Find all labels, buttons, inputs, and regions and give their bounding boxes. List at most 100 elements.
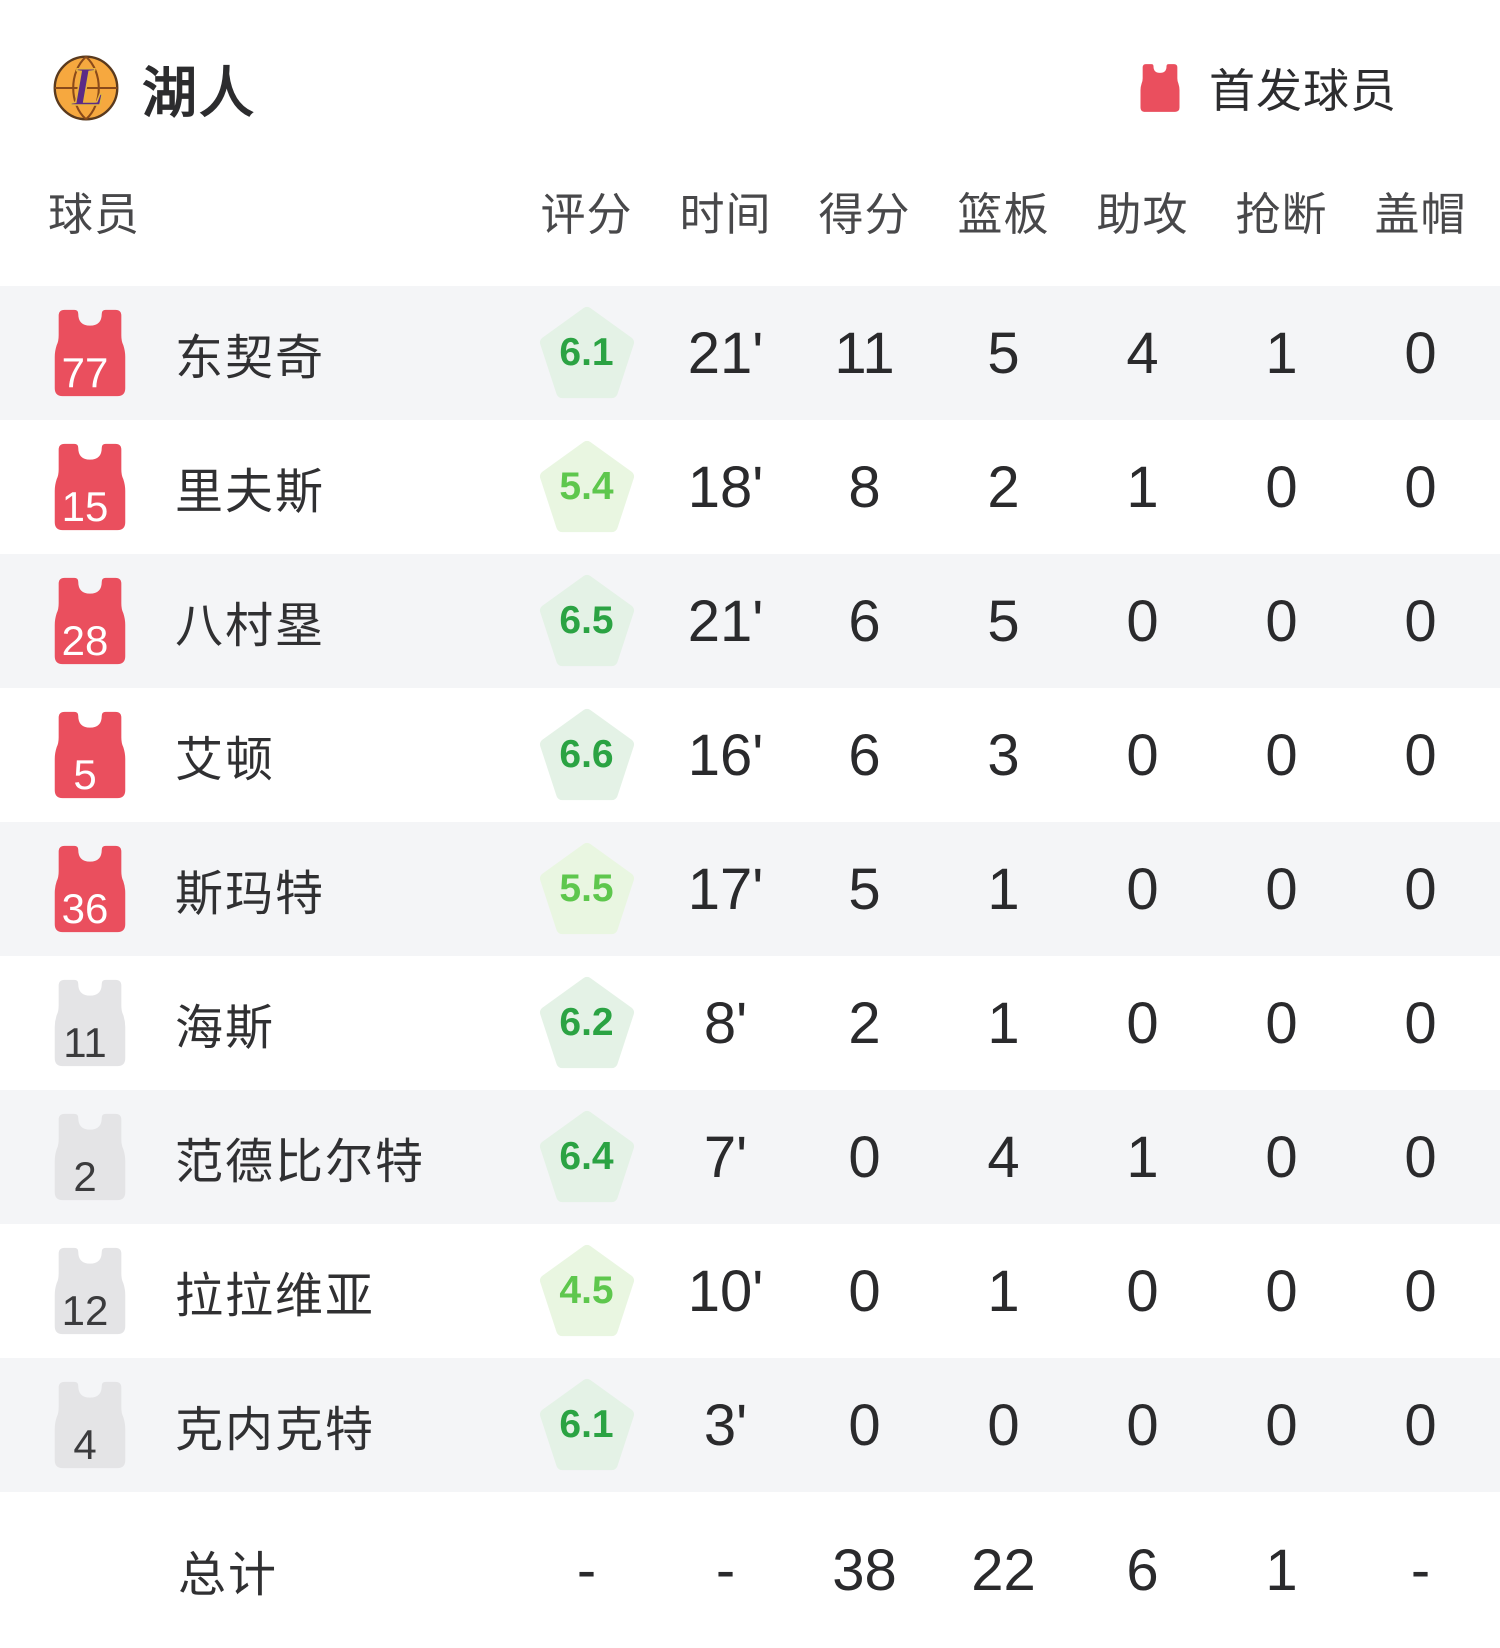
player-row[interactable]: 11 海斯 6.2 8' 2 1 0 0 0	[0, 956, 1500, 1090]
total-label: 总计	[178, 1549, 279, 1602]
stat-points: 6	[848, 588, 881, 654]
jersey-number: 12	[61, 1287, 109, 1334]
stat-rating: 6.4	[517, 1109, 656, 1205]
stat-assists: 0	[1126, 1258, 1159, 1324]
stat-rating: 6.1	[517, 1377, 656, 1473]
rating-value: 5.5	[559, 867, 614, 910]
starter-legend: 首发球员	[1137, 52, 1397, 124]
player-name: 斯玛特	[175, 868, 326, 921]
starter-legend-label: 首发球员	[1209, 65, 1397, 117]
rating-value: 6.4	[559, 1135, 614, 1178]
jersey-icon: 15	[48, 440, 132, 534]
stat-rebounds: 1	[987, 1258, 1020, 1324]
total-rebounds: 22	[971, 1537, 1036, 1603]
jersey-number: 36	[61, 885, 109, 932]
player-cell: 28 八村塁	[48, 574, 517, 668]
stat-blocks: 0	[1404, 856, 1437, 922]
stat-rebounds: 5	[987, 588, 1020, 654]
player-cell: 15 里夫斯	[48, 440, 517, 534]
player-row[interactable]: 36 斯玛特 5.5 17' 5 1 0 0 0	[0, 822, 1500, 956]
stat-steals: 0	[1265, 990, 1298, 1056]
stat-blocks: 0	[1404, 990, 1437, 1056]
player-row[interactable]: 77 东契奇 6.1 21' 11 5 4 1 0	[0, 286, 1500, 420]
player-row[interactable]: 12 拉拉维亚 4.5 10' 0 1 0 0 0	[0, 1224, 1500, 1358]
stat-steals: 1	[1265, 320, 1298, 386]
col-header-rating: 评分	[540, 188, 633, 240]
player-row[interactable]: 28 八村塁 6.5 21' 6 5 0 0 0	[0, 554, 1500, 688]
jersey-number: 28	[61, 617, 109, 664]
rating-value: 4.5	[559, 1269, 614, 1312]
jersey-number: 2	[73, 1153, 97, 1200]
stat-assists: 0	[1126, 856, 1159, 922]
stat-points: 0	[848, 1392, 881, 1458]
player-name: 里夫斯	[175, 466, 326, 519]
stat-rating: 6.6	[517, 707, 656, 803]
stat-assists: 0	[1126, 588, 1159, 654]
jersey-number: 15	[61, 483, 109, 530]
team-header: L 湖人 首发球员	[0, 0, 1500, 124]
jersey-number: 77	[61, 349, 109, 396]
total-row: 总计 - - 38 22 6 1 -	[0, 1492, 1500, 1648]
stat-assists: 4	[1126, 320, 1159, 386]
stat-assists: 1	[1126, 1124, 1159, 1190]
stat-time: 3'	[703, 1392, 748, 1458]
rating-badge-icon: 6.5	[539, 573, 635, 669]
stat-steals: 0	[1265, 454, 1298, 520]
rating-badge-icon: 5.4	[539, 439, 635, 535]
jersey-icon: 2	[48, 1110, 132, 1204]
col-header-steals: 抢断	[1235, 188, 1328, 240]
jersey-icon: 12	[48, 1244, 132, 1338]
player-name: 东契奇	[175, 332, 326, 385]
total-time: -	[715, 1537, 736, 1603]
stat-assists: 0	[1126, 722, 1159, 788]
stat-points: 8	[848, 454, 881, 520]
player-row[interactable]: 2 范德比尔特 6.4 7' 0 4 1 0 0	[0, 1090, 1500, 1224]
player-row[interactable]: 15 里夫斯 5.4 18' 8 2 1 0 0	[0, 420, 1500, 554]
rating-value: 6.6	[559, 733, 614, 776]
stat-assists: 0	[1126, 1392, 1159, 1458]
stat-time: 8'	[703, 990, 748, 1056]
stat-time: 21'	[687, 320, 764, 386]
total-points: 38	[832, 1537, 897, 1603]
player-cell: 36 斯玛特	[48, 842, 517, 936]
stat-rating: 6.1	[517, 305, 656, 401]
stat-blocks: 0	[1404, 454, 1437, 520]
player-rows: 77 东契奇 6.1 21' 11 5 4 1 0 15	[0, 286, 1500, 1492]
stat-rebounds: 5	[987, 320, 1020, 386]
total-steals: 1	[1265, 1537, 1298, 1603]
stat-blocks: 0	[1404, 1258, 1437, 1324]
rating-value: 5.4	[559, 465, 614, 508]
stat-steals: 0	[1265, 1392, 1298, 1458]
stat-time: 18'	[687, 454, 764, 520]
player-name: 艾顿	[175, 734, 276, 787]
player-cell: 5 艾顿	[48, 708, 517, 802]
stat-steals: 0	[1265, 722, 1298, 788]
stat-rebounds: 1	[987, 990, 1020, 1056]
stat-blocks: 0	[1404, 1392, 1437, 1458]
player-row[interactable]: 5 艾顿 6.6 16' 6 3 0 0 0	[0, 688, 1500, 822]
stat-time: 16'	[687, 722, 764, 788]
total-blocks: -	[1410, 1537, 1431, 1603]
rating-badge-icon: 6.1	[539, 1377, 635, 1473]
stat-time: 10'	[687, 1258, 764, 1324]
stat-steals: 0	[1265, 856, 1298, 922]
stat-rating: 5.5	[517, 841, 656, 937]
stat-points: 11	[834, 320, 895, 386]
rating-badge-icon: 6.1	[539, 305, 635, 401]
col-header-points: 得分	[818, 188, 911, 240]
player-row[interactable]: 4 克内克特 6.1 3' 0 0 0 0 0	[0, 1358, 1500, 1492]
stat-time: 21'	[687, 588, 764, 654]
player-name: 拉拉维亚	[175, 1270, 376, 1323]
svg-text:L: L	[70, 56, 105, 117]
player-stats-table: 球员 评分 时间 得分 篮板 助攻 抢断 盖帽 77 东契奇	[0, 124, 1500, 1648]
player-cell: 77 东契奇	[48, 306, 517, 400]
stat-blocks: 0	[1404, 722, 1437, 788]
player-name: 八村塁	[175, 600, 326, 653]
jersey-icon: 4	[48, 1378, 132, 1472]
stat-blocks: 0	[1404, 588, 1437, 654]
col-header-assists: 助攻	[1096, 188, 1189, 240]
stat-points: 0	[848, 1258, 881, 1324]
rating-value: 6.5	[559, 599, 614, 642]
stat-rating: 6.5	[517, 573, 656, 669]
